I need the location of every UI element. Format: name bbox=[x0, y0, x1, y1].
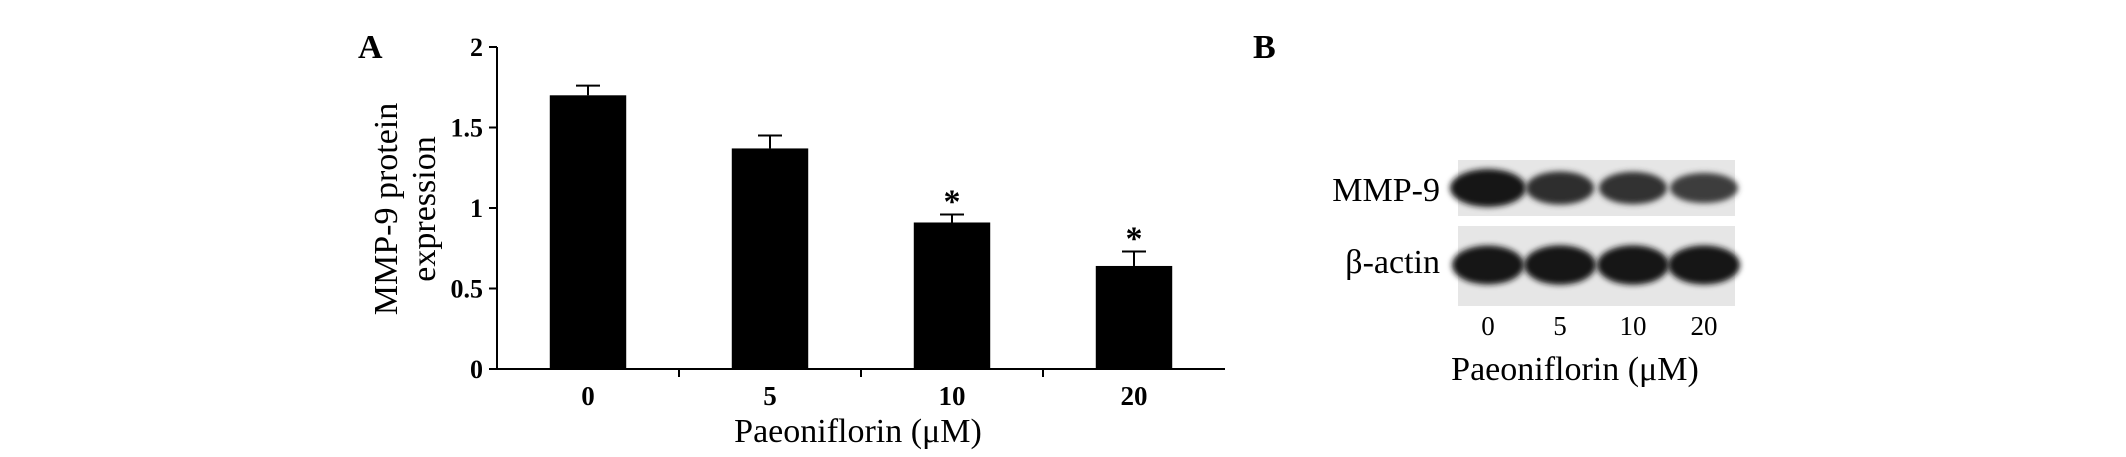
blot-bands bbox=[1450, 169, 1740, 285]
blot-lane-label: 10 bbox=[1620, 311, 1647, 341]
blot-band bbox=[1452, 245, 1524, 285]
x-tick-label: 20 bbox=[1121, 381, 1148, 411]
panel-b-label: B bbox=[1253, 29, 1276, 66]
y-axis-title-line-2: expression bbox=[406, 136, 443, 281]
significance-marker: * bbox=[1126, 220, 1143, 257]
bar-chart: 00.511.52 0 5 10 20 ** MMP-9 protein expres… bbox=[368, 33, 1225, 450]
bar bbox=[731, 148, 809, 369]
blot-lane-label: 5 bbox=[1553, 311, 1567, 341]
blot-band bbox=[1450, 169, 1526, 207]
x-tick-label: 0 bbox=[581, 381, 595, 411]
y-tick-label: 2 bbox=[470, 33, 483, 62]
y-tick-label: 1 bbox=[470, 194, 483, 223]
significance-marker: * bbox=[944, 183, 961, 220]
western-blot: MMP-9 β-actin 0 5 10 20 Paeoniflorin (μM) bbox=[1332, 160, 1740, 388]
blot-row-label-beta-actin: β-actin bbox=[1345, 244, 1440, 281]
blot-band bbox=[1526, 171, 1594, 205]
panel-a-label: A bbox=[358, 29, 383, 66]
blot-lane-label: 0 bbox=[1481, 311, 1495, 341]
x-tick-label: 5 bbox=[763, 381, 777, 411]
blot-lane-label: 20 bbox=[1691, 311, 1718, 341]
x-axis-title: Paeoniflorin (μM) bbox=[734, 413, 982, 450]
bars: ** bbox=[549, 84, 1173, 370]
bar bbox=[1095, 265, 1173, 369]
y-tick-label: 1.5 bbox=[451, 114, 484, 143]
y-tick-label: 0.5 bbox=[451, 275, 484, 304]
blot-band bbox=[1670, 172, 1738, 204]
bar bbox=[549, 95, 627, 370]
blot-band bbox=[1668, 245, 1740, 285]
x-tick-label: 10 bbox=[939, 381, 966, 411]
blot-lane-labels: 0 5 10 20 bbox=[1481, 311, 1717, 341]
blot-band bbox=[1524, 245, 1596, 285]
x-axis: 0 5 10 20 bbox=[497, 368, 1225, 411]
blot-band bbox=[1599, 171, 1667, 205]
blot-x-axis-title: Paeoniflorin (μM) bbox=[1451, 351, 1699, 388]
y-tick-label: 0 bbox=[470, 355, 483, 384]
blot-row-label-mmp9: MMP-9 bbox=[1332, 172, 1440, 209]
bar bbox=[913, 222, 991, 369]
blot-band bbox=[1597, 245, 1669, 285]
y-axis-title-line-1: MMP-9 protein bbox=[368, 103, 405, 316]
y-axis: 0 0.5 1 1.5 2 bbox=[451, 33, 498, 384]
